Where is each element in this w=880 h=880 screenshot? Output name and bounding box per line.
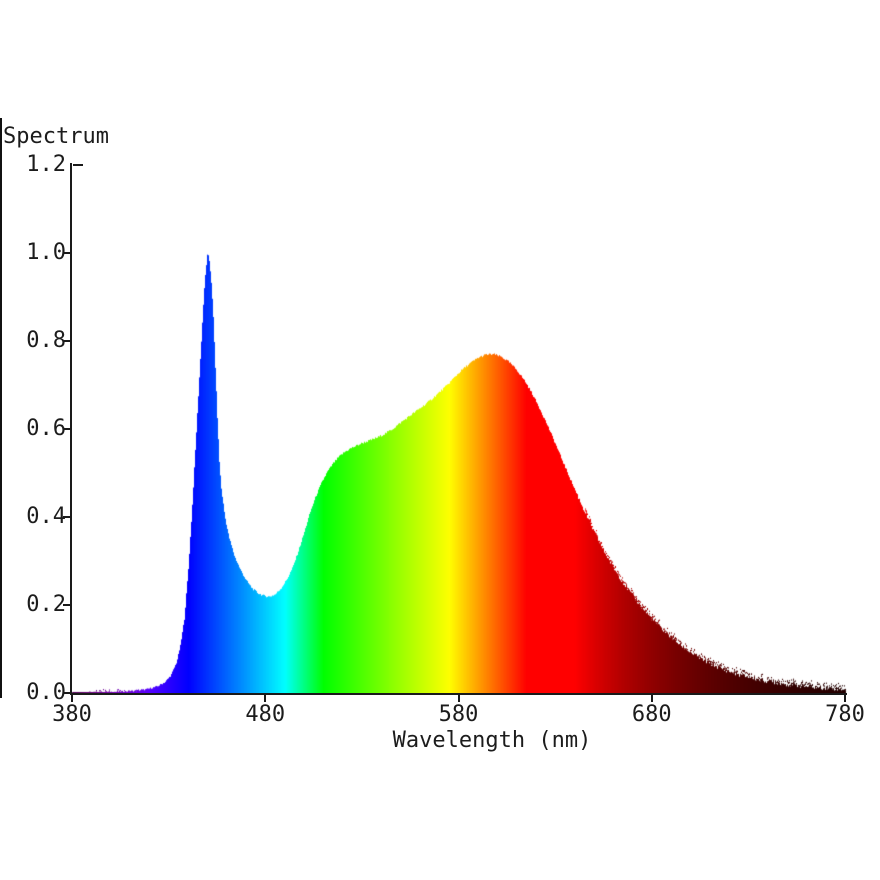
x-axis-tick <box>844 695 846 702</box>
y-axis-tick <box>63 516 71 518</box>
y-axis-tick-label: 0.6 <box>26 416 66 441</box>
y-axis-line <box>70 163 72 695</box>
y-axis-tick-label: 0.8 <box>26 328 66 353</box>
x-axis-line <box>70 693 847 695</box>
x-axis-tick <box>457 695 460 702</box>
x-axis-tick-label: 780 <box>825 702 865 727</box>
y-axis-tick-label: 0.2 <box>26 592 66 617</box>
chart-title: Spectrum <box>3 124 109 149</box>
x-axis-tick-label: 580 <box>438 702 479 727</box>
left-edge-line <box>0 118 2 698</box>
x-axis-tick-label: 480 <box>245 702 286 727</box>
x-axis-tick <box>71 695 73 702</box>
x-axis-tick-label: 680 <box>631 702 672 727</box>
x-axis-tick <box>264 695 267 702</box>
y-axis-tick <box>63 428 71 430</box>
y-axis-tick <box>63 340 71 342</box>
y-axis-tick-label: 0.4 <box>26 504 66 529</box>
y-axis-tick-label: 1.0 <box>26 240 66 265</box>
y-axis-tick <box>63 604 71 606</box>
x-axis-title: Wavelength (nm) <box>392 728 592 753</box>
y-axis-tick <box>63 252 71 254</box>
x-axis-tick-label: 380 <box>52 702 92 727</box>
y-axis-tick <box>63 692 71 694</box>
x-axis-tick <box>650 695 653 702</box>
y-axis-tick-label: 0.0 <box>26 680 66 705</box>
y-axis-tick-label: 1.2 <box>26 152 66 177</box>
y-axis-tick <box>73 164 83 166</box>
